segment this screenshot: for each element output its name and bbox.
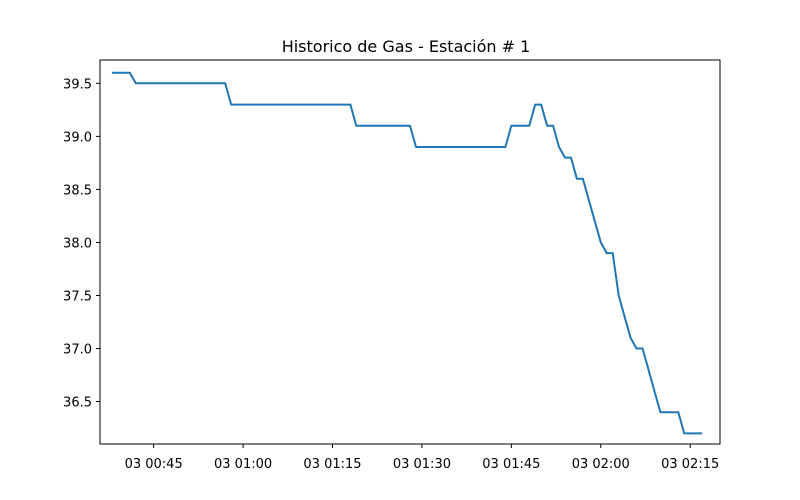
y-tick-label: 39.0	[63, 130, 92, 145]
y-tick-label: 38.5	[63, 183, 92, 198]
x-tick-label: 03 01:30	[393, 457, 451, 472]
x-tick-label: 03 01:00	[214, 457, 272, 472]
y-tick-label: 39.5	[63, 77, 92, 92]
x-tick-label: 03 01:15	[303, 457, 361, 472]
plot-area-frame	[99, 59, 721, 445]
x-axis: 03 00:45 03 01:00 03 01:15 03 01:30 03 01:45…	[125, 444, 719, 472]
gas-series-line	[111, 71, 703, 435]
y-tick-label: 38.0	[63, 236, 92, 251]
series-layer	[111, 71, 703, 435]
x-tick-label: 03 02:15	[661, 457, 719, 472]
x-tick-label: 03 00:45	[125, 457, 183, 472]
y-axis: 36.5 37.0 37.5 38.0 38.5 39.0 39.5	[63, 77, 100, 411]
y-tick-label: 36.5	[63, 396, 92, 411]
y-tick-label: 37.0	[63, 343, 92, 358]
y-tick-label: 37.5	[63, 289, 92, 304]
chart-title: Historico de Gas - Estación # 1	[282, 37, 531, 56]
x-tick-label: 03 01:45	[482, 457, 540, 472]
x-tick-label: 03 02:00	[572, 457, 630, 472]
